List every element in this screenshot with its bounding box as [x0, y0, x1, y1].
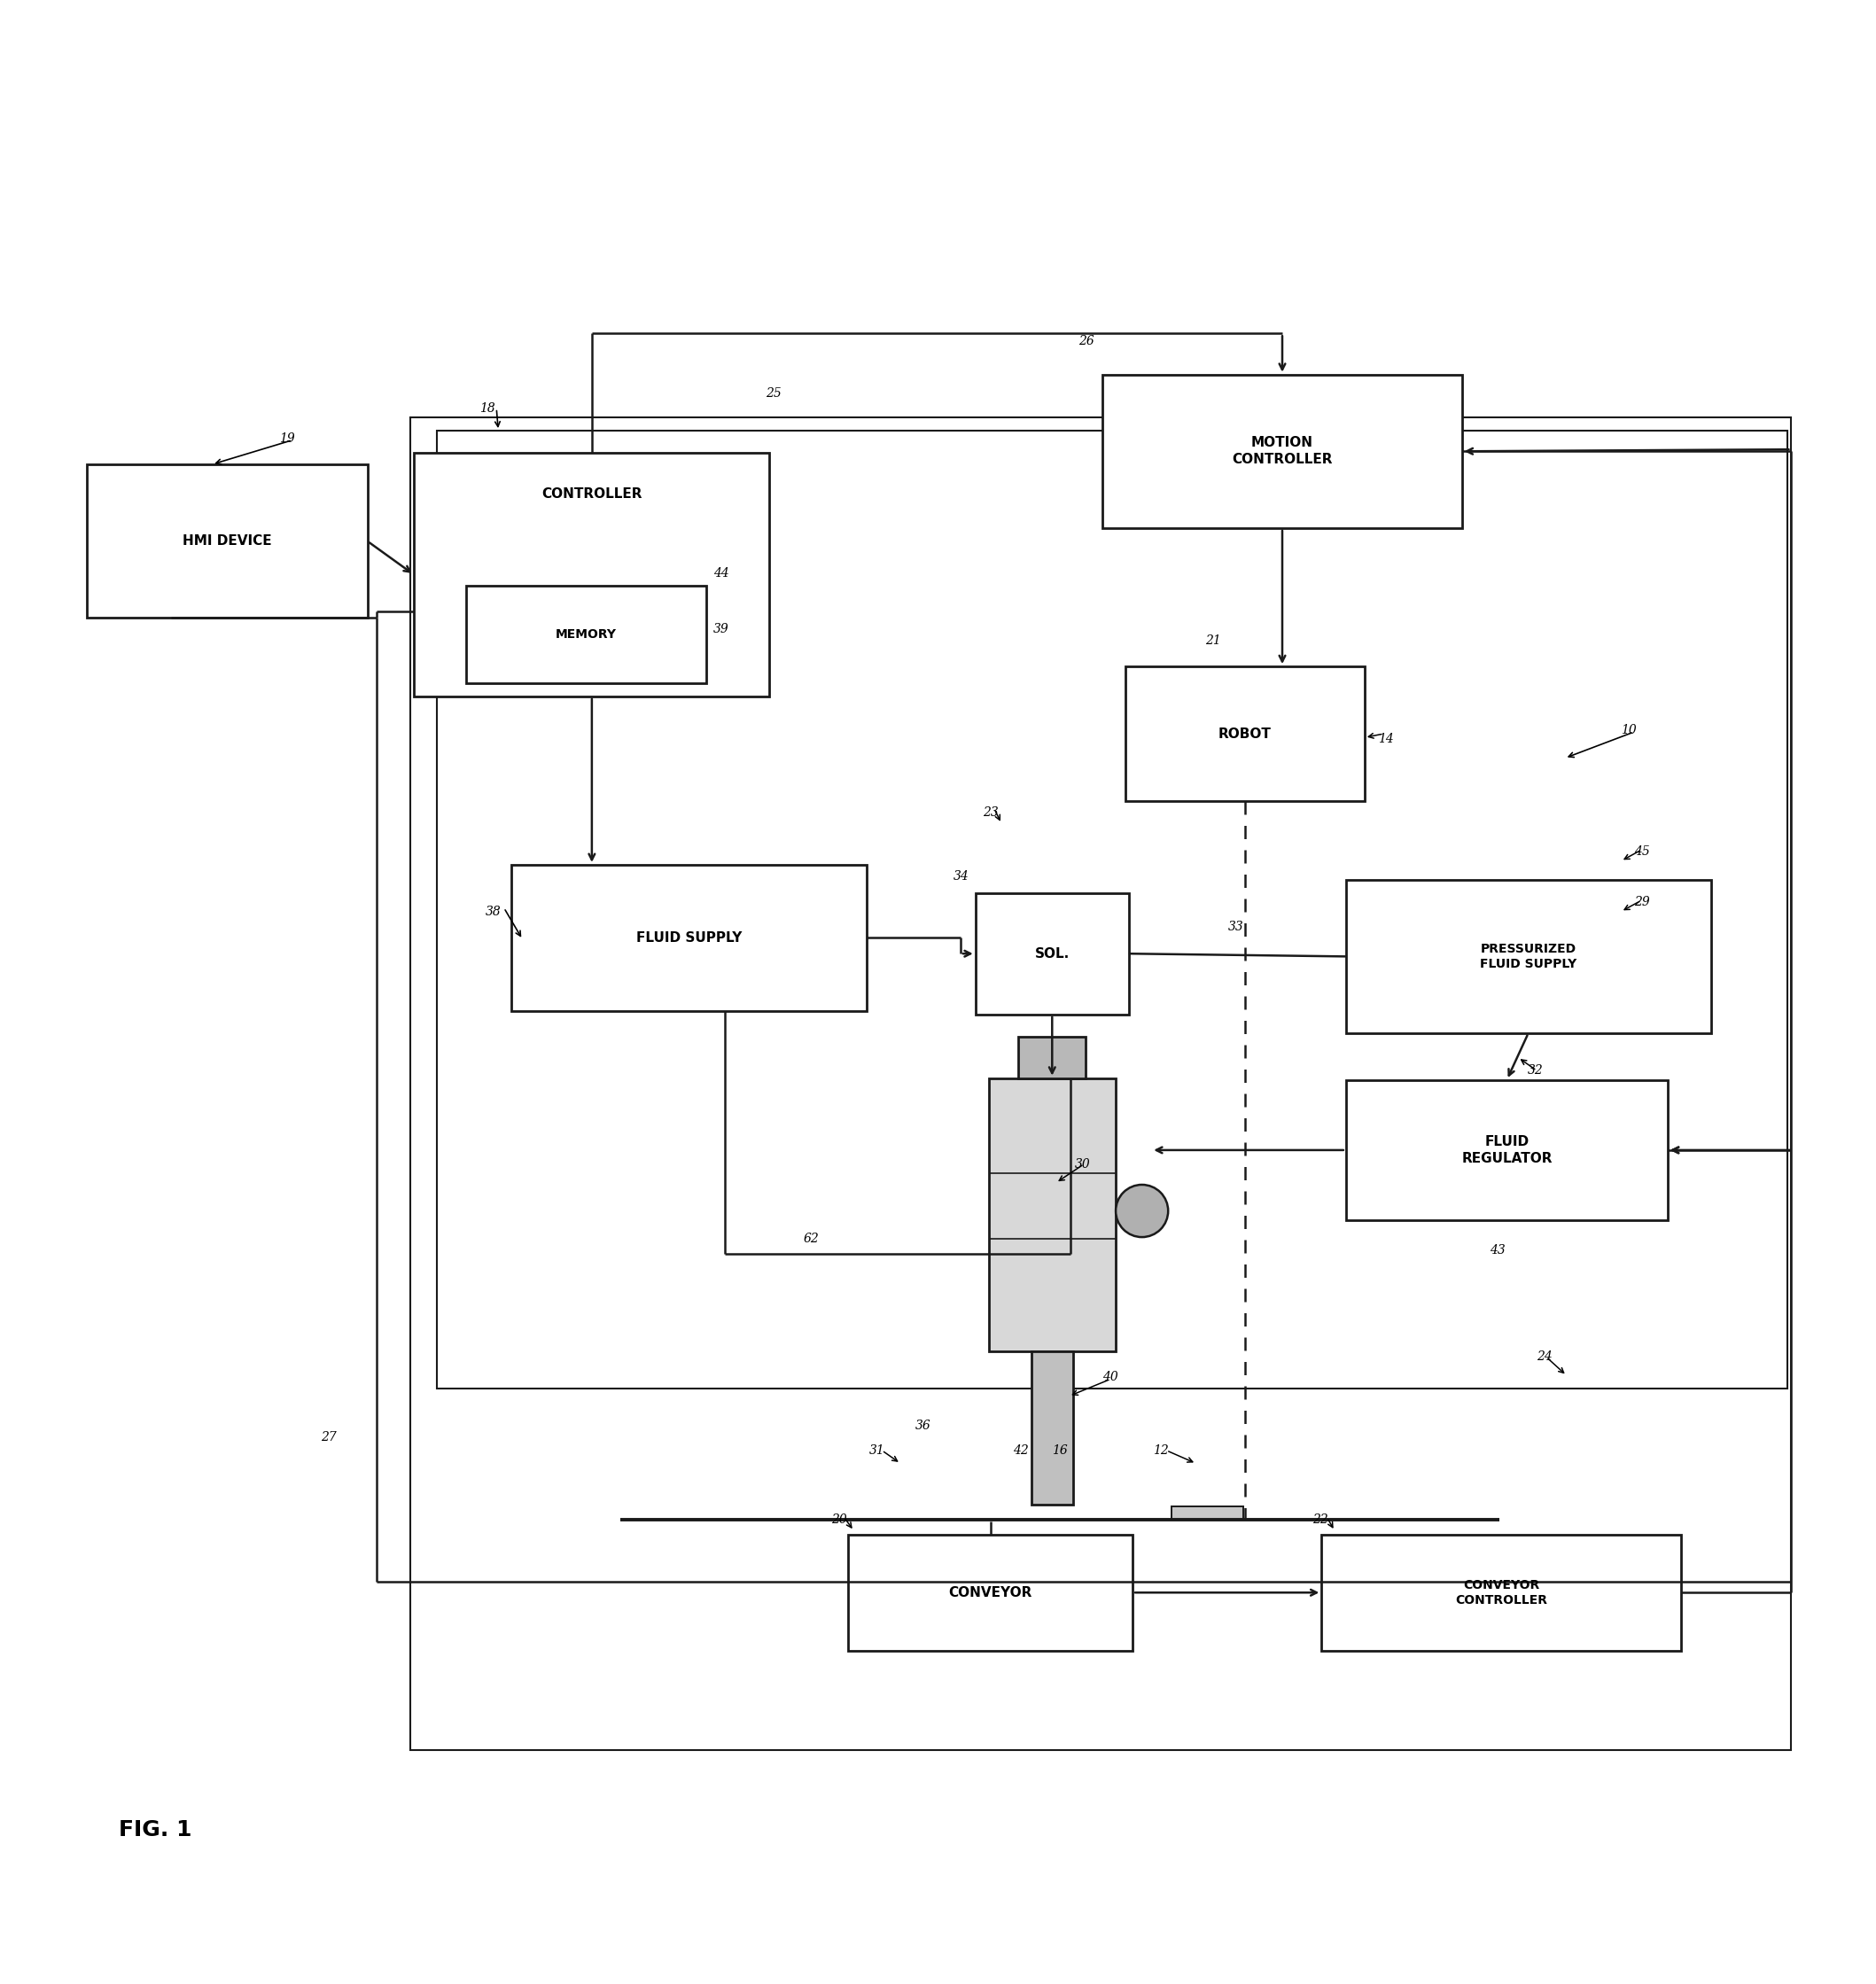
Text: 40: 40: [1103, 1371, 1118, 1383]
Text: 44: 44: [713, 567, 730, 579]
FancyBboxPatch shape: [512, 865, 867, 1010]
FancyBboxPatch shape: [1032, 1351, 1073, 1504]
Text: 27: 27: [321, 1430, 336, 1444]
Text: CONVEYOR: CONVEYOR: [949, 1585, 1032, 1599]
Text: 62: 62: [803, 1232, 820, 1246]
Text: 32: 32: [1527, 1063, 1544, 1077]
Text: 24: 24: [1536, 1351, 1553, 1363]
Text: MOTION
CONTROLLER: MOTION CONTROLLER: [1233, 436, 1332, 466]
Text: FLUID SUPPLY: FLUID SUPPLY: [636, 930, 743, 944]
FancyBboxPatch shape: [1345, 879, 1711, 1034]
FancyBboxPatch shape: [1321, 1534, 1681, 1651]
Text: HMI DEVICE: HMI DEVICE: [182, 534, 272, 548]
Text: ROBOT: ROBOT: [1218, 728, 1272, 740]
FancyBboxPatch shape: [1126, 667, 1364, 802]
Text: 34: 34: [953, 869, 968, 883]
Text: 20: 20: [831, 1514, 848, 1526]
FancyBboxPatch shape: [437, 431, 1788, 1389]
FancyBboxPatch shape: [1172, 1506, 1244, 1520]
FancyBboxPatch shape: [1019, 1038, 1086, 1077]
Text: FIG. 1: FIG. 1: [118, 1819, 191, 1841]
Text: 19: 19: [280, 433, 295, 444]
Text: SOL.: SOL.: [1036, 946, 1069, 960]
Text: 33: 33: [1229, 921, 1244, 932]
FancyBboxPatch shape: [976, 893, 1129, 1014]
Text: 22: 22: [1311, 1514, 1328, 1526]
Text: FLUID
REGULATOR: FLUID REGULATOR: [1461, 1135, 1551, 1165]
Text: CONVEYOR
CONTROLLER: CONVEYOR CONTROLLER: [1456, 1579, 1548, 1607]
Text: 12: 12: [1154, 1444, 1169, 1456]
Text: 45: 45: [1634, 845, 1649, 857]
Text: 39: 39: [713, 623, 730, 635]
Text: 42: 42: [1013, 1444, 1028, 1456]
Text: 25: 25: [765, 387, 782, 399]
FancyBboxPatch shape: [467, 585, 705, 682]
Text: 14: 14: [1377, 734, 1394, 746]
Text: CONTROLLER: CONTROLLER: [542, 488, 642, 502]
Text: 23: 23: [983, 806, 998, 819]
FancyBboxPatch shape: [1345, 1079, 1668, 1220]
FancyBboxPatch shape: [86, 464, 368, 617]
Text: 36: 36: [915, 1421, 930, 1432]
FancyBboxPatch shape: [415, 452, 769, 696]
Text: 21: 21: [1206, 635, 1221, 647]
Text: 43: 43: [1490, 1244, 1506, 1256]
Text: 18: 18: [480, 403, 495, 415]
Text: 16: 16: [1052, 1444, 1067, 1456]
Text: 26: 26: [1079, 335, 1094, 347]
Text: 38: 38: [486, 905, 501, 919]
Text: MEMORY: MEMORY: [555, 629, 617, 641]
Text: 30: 30: [1075, 1159, 1090, 1171]
FancyBboxPatch shape: [411, 417, 1792, 1750]
FancyBboxPatch shape: [989, 1077, 1116, 1351]
Text: 31: 31: [869, 1444, 884, 1456]
Text: 29: 29: [1634, 897, 1649, 909]
Text: PRESSURIZED
FLUID SUPPLY: PRESSURIZED FLUID SUPPLY: [1480, 942, 1576, 970]
Text: 10: 10: [1621, 724, 1636, 736]
Circle shape: [1116, 1184, 1169, 1238]
FancyBboxPatch shape: [848, 1534, 1133, 1651]
FancyBboxPatch shape: [1103, 375, 1461, 528]
